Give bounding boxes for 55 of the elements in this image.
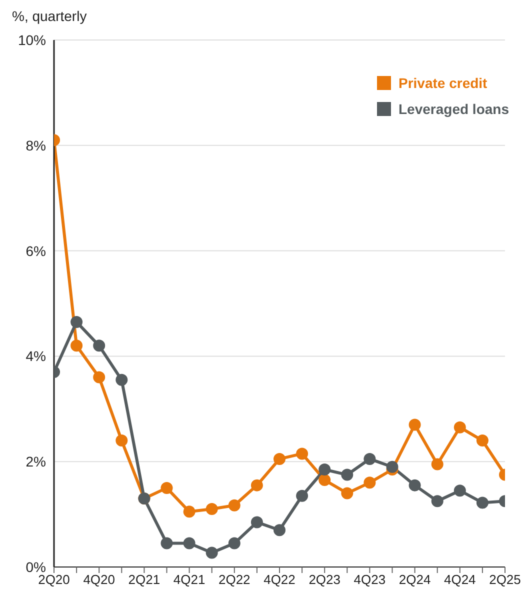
point	[206, 503, 218, 516]
x-tick-label: 2Q23	[308, 572, 341, 588]
y-tick-label: 0%	[26, 558, 46, 575]
point	[250, 479, 263, 492]
point	[228, 537, 240, 550]
point	[116, 374, 128, 386]
point	[160, 537, 173, 550]
x-tick-label: 4Q22	[264, 572, 296, 588]
y-tick-label: 2%	[26, 454, 46, 470]
point	[160, 482, 173, 494]
point	[228, 499, 240, 512]
point	[364, 476, 376, 489]
point	[183, 506, 196, 518]
y-tick-label: 8%	[26, 137, 46, 154]
point	[408, 418, 421, 431]
y-tick-label: 4%	[26, 348, 46, 364]
point	[476, 496, 488, 509]
point	[70, 316, 83, 328]
y-tick-label: 10%	[18, 32, 46, 48]
point	[274, 524, 286, 536]
x-tick-label: 4Q23	[354, 572, 386, 588]
point	[250, 516, 263, 528]
x-tick-label: 2Q24	[398, 572, 431, 588]
x-tick-label: 4Q24	[444, 572, 476, 588]
point	[408, 479, 421, 492]
point	[454, 484, 466, 497]
point	[318, 474, 331, 486]
legend-label: Private credit	[398, 74, 488, 93]
point	[296, 490, 308, 502]
point	[341, 468, 354, 481]
point	[70, 340, 83, 352]
point	[296, 448, 308, 460]
y-axis-title: %, quarterly	[11, 8, 88, 26]
point	[341, 487, 354, 500]
point	[431, 458, 444, 470]
x-tick-label: 2Q20	[38, 572, 70, 588]
point	[476, 434, 488, 447]
point	[93, 340, 106, 352]
point	[431, 495, 444, 508]
point	[274, 452, 286, 465]
point	[206, 546, 218, 559]
point	[183, 537, 196, 550]
x-tick-label: 4Q20	[83, 572, 116, 588]
x-tick-label: 4Q21	[173, 572, 206, 588]
point	[93, 371, 106, 384]
point	[318, 464, 331, 476]
legend-label: Leveraged loans	[398, 100, 509, 119]
y-tick-label: 6%	[26, 242, 46, 259]
x-tick-label: 2Q21	[128, 572, 160, 588]
point	[116, 434, 128, 447]
x-tick-label: 2Q22	[218, 572, 250, 588]
point	[386, 460, 398, 473]
x-tick-label: 2Q25	[489, 572, 521, 588]
point	[454, 421, 466, 434]
point	[364, 452, 376, 465]
